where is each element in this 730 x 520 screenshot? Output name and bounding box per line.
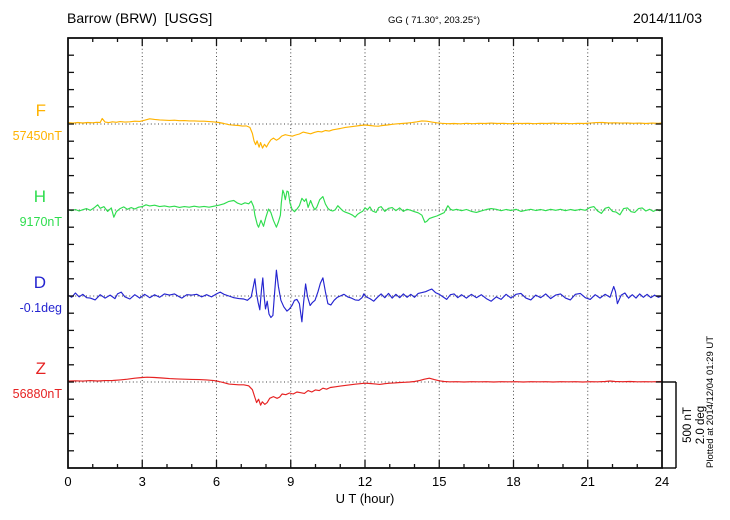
x-tick-label-6: 6 xyxy=(212,474,221,489)
x-tick-label-21: 21 xyxy=(580,474,595,489)
series-value-H: 9170nT xyxy=(19,215,62,229)
x-tick-label-3: 3 xyxy=(138,474,146,489)
trace-Z xyxy=(67,376,663,406)
series-value-D: -0.1deg xyxy=(19,301,62,315)
x-tick-label-9: 9 xyxy=(287,474,295,489)
series-label-F: F xyxy=(35,101,46,120)
trace-H xyxy=(67,189,663,228)
plotted-at-note: Plotted at 2014/12/04 01:29 UT xyxy=(705,335,716,468)
x-tick-label-0: 0 xyxy=(64,474,72,489)
x-tick-label-24: 24 xyxy=(654,474,670,489)
series-label-D: D xyxy=(33,273,46,292)
series-value-F: 57450nT xyxy=(12,129,62,143)
x-tick-label-15: 15 xyxy=(432,474,447,489)
trace-D xyxy=(67,269,663,323)
geographic-coordinates: GG ( 71.30°, 203.25°) xyxy=(388,15,481,26)
plot-date: 2014/11/03 xyxy=(632,10,702,26)
x-tick-label-12: 12 xyxy=(357,474,373,489)
plot-frame xyxy=(67,37,663,469)
series-value-Z: 56880nT xyxy=(12,387,62,401)
series-label-Z: Z xyxy=(35,359,46,378)
x-axis-label: U T (hour) xyxy=(335,491,395,506)
station-title: Barrow (BRW) [USGS] xyxy=(67,10,213,26)
series-label-H: H xyxy=(33,187,46,206)
x-tick-label-18: 18 xyxy=(506,474,521,489)
trace-F xyxy=(67,117,663,149)
